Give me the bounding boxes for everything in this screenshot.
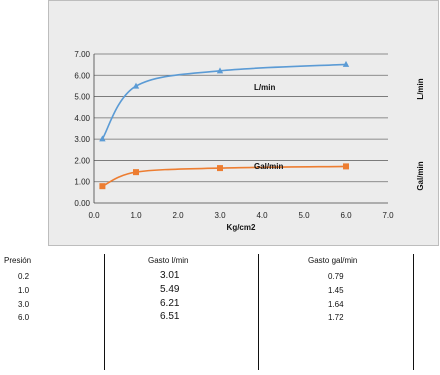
header-gasto-gal: Gasto gal/min bbox=[308, 256, 358, 265]
cell-gasto-l: 6.21 bbox=[160, 298, 180, 309]
series-label: Gal/min bbox=[254, 162, 283, 171]
header-presion: Presión bbox=[4, 256, 32, 265]
y-tick-label: 0.00 bbox=[74, 199, 90, 208]
data-point bbox=[133, 169, 139, 176]
cell-gasto-l: 5.49 bbox=[160, 284, 180, 295]
series-line-0 bbox=[101, 63, 347, 140]
x-axis-title: Kg/cm2 bbox=[227, 223, 256, 232]
table-divider bbox=[258, 254, 259, 370]
chart-panel: 0.00 1.00 2.00 3.00 4.00 5.00 6.00 7.00 0.0 1.0 2.… bbox=[48, 0, 439, 246]
data-point bbox=[132, 82, 140, 89]
cell-gasto-gal: 1.45 bbox=[328, 286, 344, 295]
y-tick-label: 4.00 bbox=[74, 114, 90, 123]
x-tick-label: 2.0 bbox=[172, 211, 184, 220]
series-side-label: L/min bbox=[416, 78, 425, 99]
table-divider bbox=[413, 254, 414, 370]
data-point bbox=[342, 60, 350, 67]
cell-gasto-gal: 1.72 bbox=[328, 313, 344, 322]
x-tick-label: 0.0 bbox=[88, 211, 100, 220]
cell-presion: 6.0 bbox=[18, 313, 30, 322]
x-tick-label: 5.0 bbox=[298, 211, 310, 220]
table-divider bbox=[104, 254, 105, 370]
cell-presion: 0.2 bbox=[18, 272, 30, 281]
data-point bbox=[99, 183, 106, 190]
cell-gasto-gal: 0.79 bbox=[328, 272, 344, 281]
series-label: L/min bbox=[254, 83, 275, 92]
cell-gasto-gal: 1.64 bbox=[328, 300, 344, 309]
y-tick-label: 5.00 bbox=[74, 93, 90, 102]
y-tick-label: 7.00 bbox=[74, 50, 90, 59]
x-tick-label: 1.0 bbox=[130, 211, 142, 220]
cell-presion: 1.0 bbox=[18, 286, 30, 295]
cell-gasto-l: 3.01 bbox=[160, 270, 180, 281]
y-tick-label: 2.00 bbox=[74, 156, 90, 165]
cell-gasto-l: 6.51 bbox=[160, 311, 180, 322]
data-point bbox=[343, 163, 349, 170]
y-tick-label: 1.00 bbox=[74, 178, 90, 187]
x-tick-label: 4.0 bbox=[256, 211, 268, 220]
data-point bbox=[99, 135, 106, 142]
y-tick-label: 6.00 bbox=[74, 71, 90, 80]
chart-svg: 0.00 1.00 2.00 3.00 4.00 5.00 6.00 7.00 0.0 1.0 2.… bbox=[74, 50, 425, 232]
y-tick-label: 3.00 bbox=[74, 135, 90, 144]
header-gasto-l: Gasto l/min bbox=[148, 256, 189, 265]
x-tick-label: 6.0 bbox=[340, 211, 352, 220]
series-line-1 bbox=[102, 165, 347, 187]
cell-presion: 3.0 bbox=[18, 300, 30, 309]
x-tick-label: 7.0 bbox=[382, 211, 394, 220]
x-tick-label: 3.0 bbox=[214, 211, 226, 220]
data-point bbox=[216, 67, 224, 74]
data-point bbox=[217, 165, 223, 172]
series-side-label: Gal/min bbox=[416, 161, 425, 190]
